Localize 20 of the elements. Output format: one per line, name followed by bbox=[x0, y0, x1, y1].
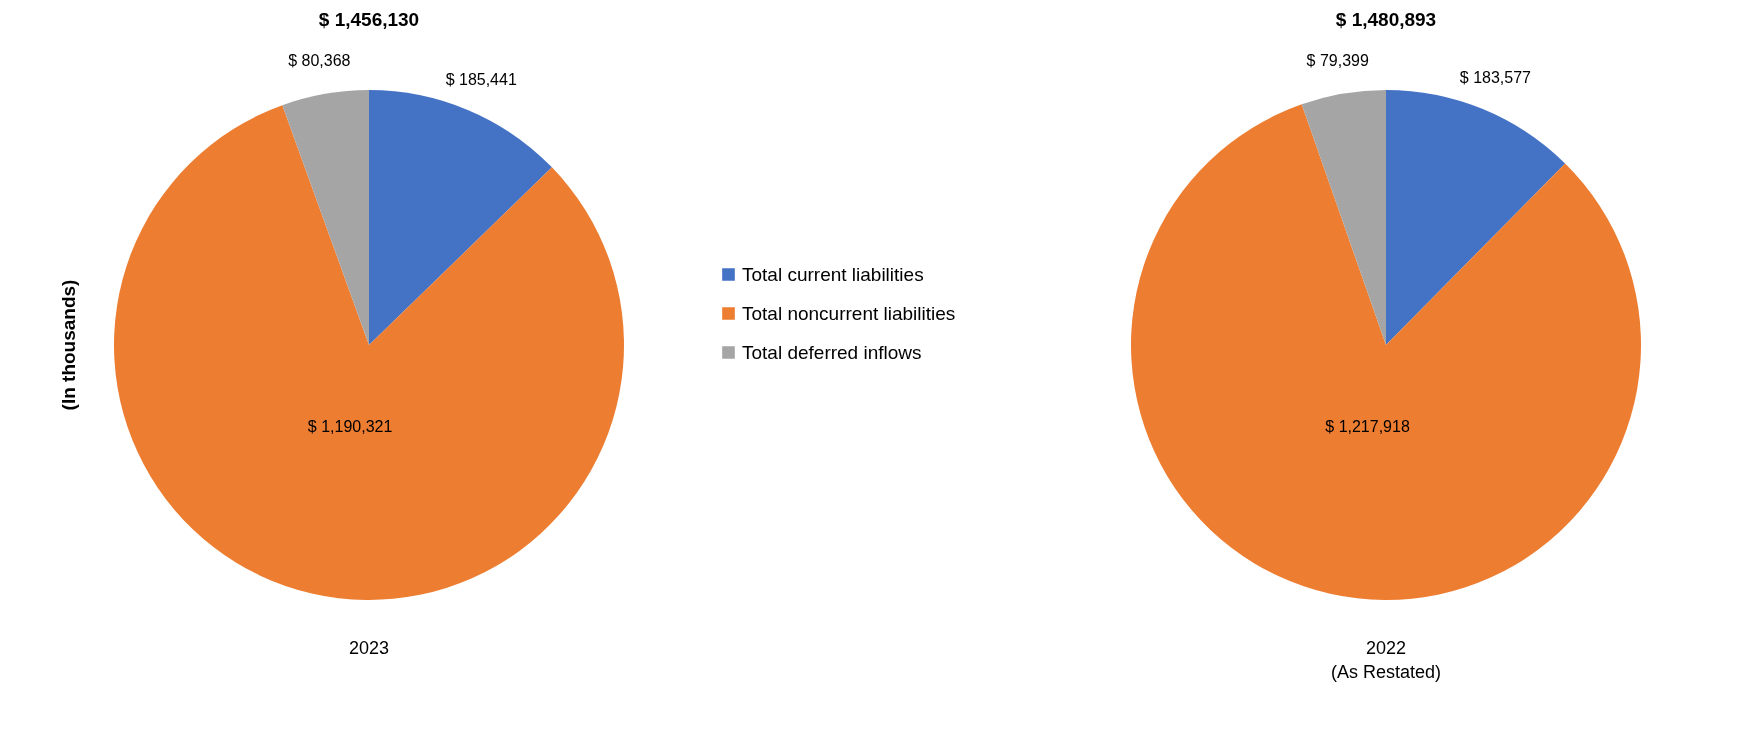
pie-slice bbox=[1301, 90, 1386, 345]
data-label: $ 79,399 bbox=[1306, 51, 1369, 69]
legend-label: Total current liabilities bbox=[742, 263, 924, 285]
chart-title: $ 1,480,893 bbox=[1335, 9, 1437, 30]
data-label: $ 80,368 bbox=[288, 52, 351, 70]
legend-label: Total noncurrent liabilities bbox=[742, 302, 956, 324]
data-label: $ 1,190,321 bbox=[307, 418, 393, 435]
pie-slice bbox=[1131, 104, 1641, 600]
text: (In thousands) bbox=[58, 279, 79, 411]
pie-slice bbox=[114, 105, 624, 600]
data-label: $ 185,441 bbox=[445, 70, 517, 88]
pie-slice bbox=[282, 90, 369, 345]
text: 2022 (As Restated) bbox=[1330, 638, 1442, 682]
data-label: $ 183,577 bbox=[1459, 69, 1532, 87]
pie-slice bbox=[369, 90, 552, 345]
chart-title: $ 1,456,130 bbox=[318, 9, 420, 30]
data-label: $ 1,217,918 bbox=[1325, 418, 1410, 436]
text: 2023 bbox=[348, 638, 390, 658]
pie-slice bbox=[1386, 90, 1566, 345]
legend-label: Total deferred inflows bbox=[742, 341, 922, 363]
